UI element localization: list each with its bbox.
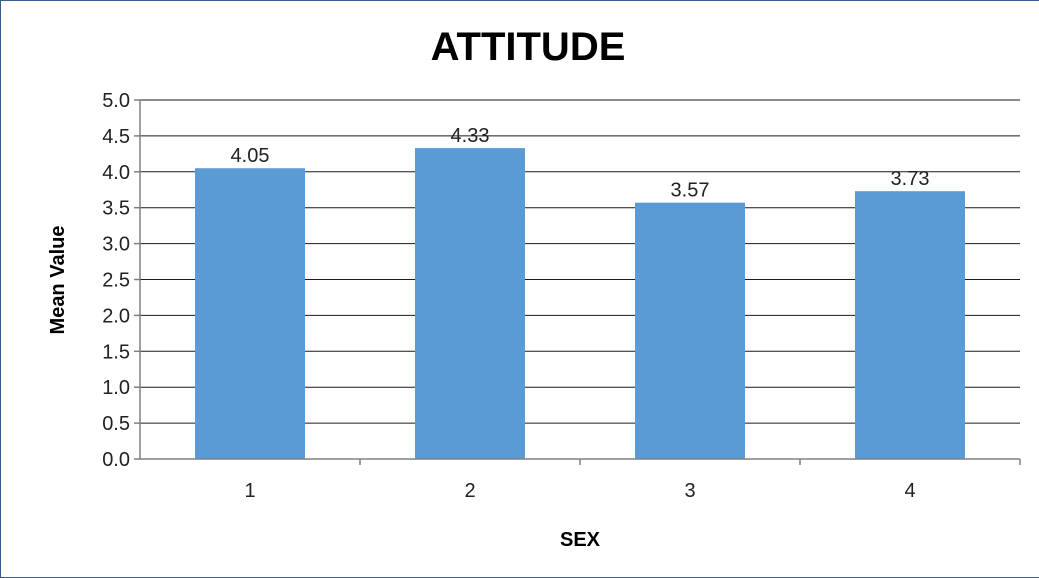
y-tick-label: 2.0 (102, 305, 130, 327)
data-label: 3.73 (891, 168, 930, 190)
x-tick-label: 1 (244, 480, 255, 502)
y-tick-label: 3.0 (102, 234, 130, 256)
y-tick-label: 5.0 (102, 90, 130, 112)
bars (195, 148, 965, 459)
chart-title: ATTITUDE (431, 25, 626, 69)
y-tick-label: 2.5 (102, 270, 130, 292)
data-label: 4.33 (451, 125, 490, 147)
x-axis-ticks: 1 2 3 4 (244, 459, 1021, 502)
y-tick-label: 1.0 (102, 377, 130, 399)
y-axis-title: Mean Value (47, 226, 69, 335)
bar-1 (195, 168, 305, 459)
y-axis-ticks: 0.0 0.5 1.0 1.5 2.0 2.5 3.0 3.5 4.0 4.5 5.0 (102, 90, 140, 471)
y-tick-label: 1.5 (102, 341, 130, 363)
y-tick-label: 0.0 (102, 449, 130, 471)
x-tick-label: 4 (904, 480, 915, 502)
y-tick-label: 0.5 (102, 413, 130, 435)
data-label: 4.05 (231, 145, 270, 167)
data-labels: 4.05 4.33 3.57 3.73 (231, 125, 930, 202)
y-tick-label: 4.0 (102, 162, 130, 184)
x-tick-label: 3 (684, 480, 695, 502)
bar-2 (415, 148, 525, 459)
bar-3 (635, 202, 745, 459)
y-tick-label: 4.5 (102, 126, 130, 148)
data-label: 3.57 (671, 180, 710, 202)
x-axis-title: SEX (560, 529, 601, 551)
y-tick-label: 3.5 (102, 198, 130, 220)
bar-4 (855, 191, 965, 459)
x-tick-label: 2 (464, 480, 475, 502)
